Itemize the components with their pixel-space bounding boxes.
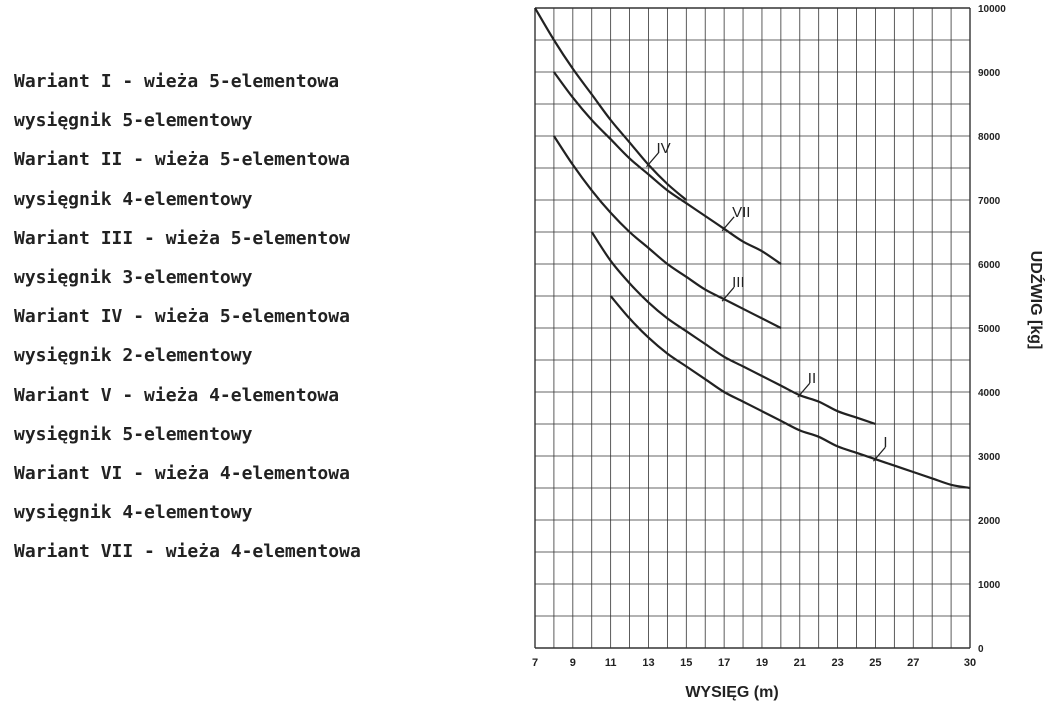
y-tick-label: 8000 [978, 132, 1001, 143]
y-tick-label: 5000 [978, 324, 1001, 335]
x-tick-label: 23 [831, 657, 843, 669]
series-label-leader [797, 382, 811, 398]
series-label-ii: II [808, 370, 816, 387]
series-label-vii: VII [732, 204, 750, 221]
series-label-i: I [883, 434, 887, 451]
x-tick-label: 7 [532, 657, 538, 669]
series-line-i [609, 295, 971, 490]
y-tick-label: 9000 [978, 68, 1001, 79]
x-tick-label: 13 [642, 657, 654, 669]
legend-line: wysięgnik 5-elementowy [14, 110, 253, 132]
series-line-iv [534, 7, 688, 201]
series-label-iv: IV [656, 140, 670, 157]
x-tick-label: 15 [680, 657, 692, 669]
legend-line: Wariant IV - wieża 5-elementowa [14, 306, 350, 328]
x-axis-ticks: 7 9 11 13 15 17 19 21 23 25 27 30 [532, 657, 976, 669]
y-tick-label: 7000 [978, 196, 1001, 207]
x-tick-label: 11 [605, 657, 617, 669]
legend-line: wysięgnik 3-elementowy [14, 267, 253, 289]
legend-line: Wariant II - wieża 5-elementowa [14, 149, 350, 171]
series-line-vii [553, 71, 782, 265]
x-tick-label: 25 [869, 657, 881, 669]
y-tick-label: 6000 [978, 260, 1001, 271]
x-tick-label: 19 [756, 657, 768, 669]
x-tick-label: 17 [718, 657, 730, 669]
y-tick-label: 3000 [978, 452, 1001, 463]
legend-line: Wariant V - wieża 4-elementowa [14, 384, 340, 406]
x-tick-label: 21 [794, 657, 806, 669]
y-tick-label: 2000 [978, 516, 1001, 527]
legend-line: Wariant VII - wieża 4-elementowa [14, 541, 361, 563]
legend-line: wysięgnik 4-elementowy [14, 502, 253, 524]
x-tick-label: 30 [964, 657, 976, 669]
series-line-ii [590, 231, 876, 426]
x-axis-title: WYSIĘG (m) [685, 684, 778, 701]
y-axis-ticks: 0 1000 2000 3000 4000 5000 6000 7000 8000 9000 100… [978, 4, 1006, 655]
series-label-leader [872, 446, 886, 462]
series-line-iii [552, 135, 782, 329]
x-tick-label: 27 [907, 657, 919, 669]
y-tick-label: 10000 [978, 4, 1006, 15]
y-tick-label: 0 [978, 644, 984, 655]
series-label-iii: III [732, 274, 745, 291]
legend-line: wysięgnik 4-elementowy [14, 188, 253, 210]
variant-legend: Wariant I - wieża 5-elementowa wysięgnik … [14, 62, 514, 572]
legend-line: Wariant III - wieża 5-elementow [14, 227, 350, 249]
x-tick-label: 9 [570, 657, 576, 669]
legend-line: Wariant VI - wieża 4-elementowa [14, 463, 350, 485]
series-label-leader [646, 152, 659, 168]
series-label-leader [721, 216, 735, 232]
y-tick-label: 1000 [978, 580, 1001, 591]
chart-grid [534, 7, 971, 649]
series-label-leader [721, 286, 735, 302]
y-tick-label: 4000 [978, 388, 1001, 399]
chart-curves [534, 7, 971, 490]
legend-line: wysięgnik 2-elementowy [14, 345, 253, 367]
legend-line: Wariant I - wieża 5-elementowa [14, 71, 340, 92]
y-axis-title: UDŹWIG [kg] [1027, 251, 1046, 350]
legend-line: wysięgnik 5-elementowy [14, 423, 253, 445]
